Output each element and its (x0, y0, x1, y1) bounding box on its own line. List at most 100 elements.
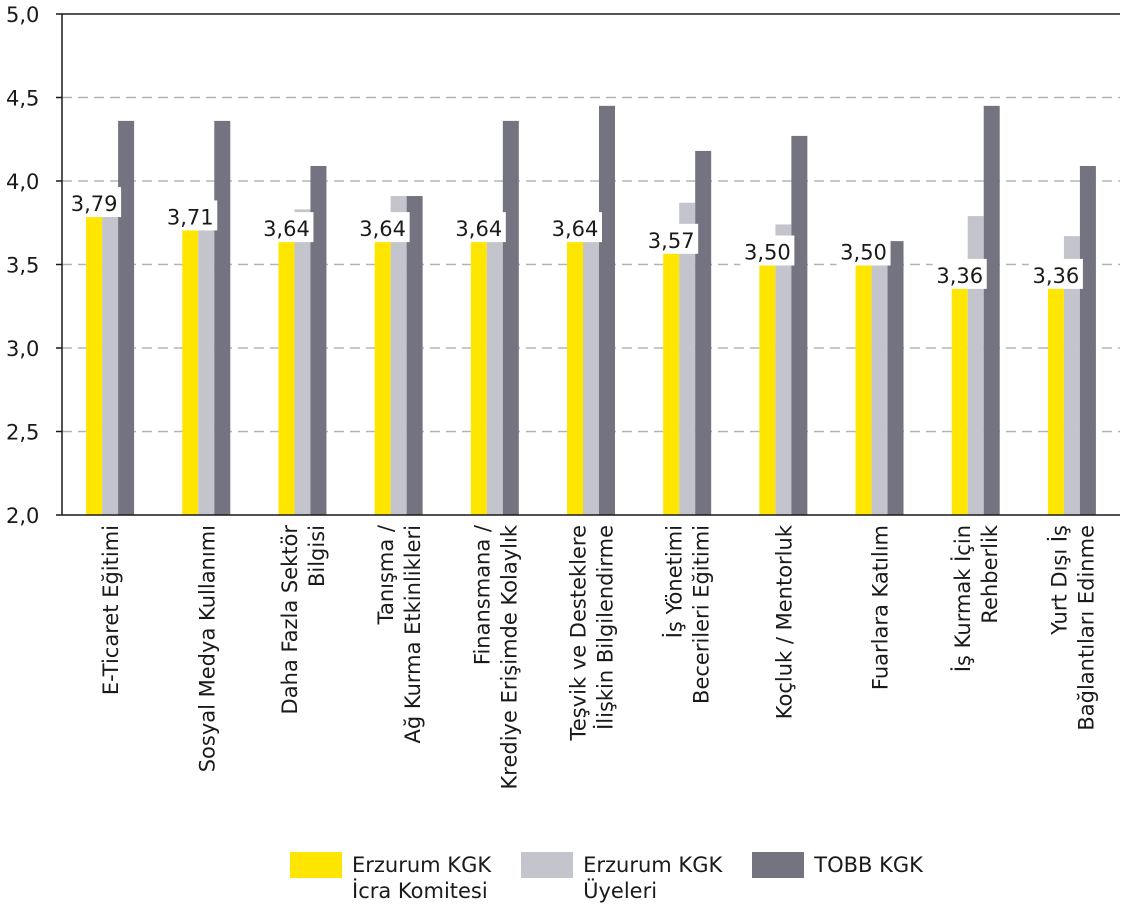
data-label: 3,50 (840, 241, 887, 265)
x-tick-line: Becerileri Eğitimi (690, 525, 714, 704)
data-label-bg (163, 200, 218, 231)
bar (679, 202, 696, 515)
bar-chart: 3,79 3,71 3,64 3,64 3,64 3,64 3,57 3,50 3,50 3,36… (6, 3, 1120, 789)
data-label-bg (740, 235, 795, 266)
bar (310, 165, 327, 515)
data-label-bg (644, 223, 699, 254)
x-tick-label: E-Ticaret Eğitimi (99, 525, 123, 695)
data-label: 3,64 (455, 217, 502, 241)
x-tick-line: Bilgisi (305, 525, 329, 587)
x-tick-line: E-Ticaret Eğitimi (99, 525, 123, 695)
x-tick-line: Teşvik ve Desteklere (567, 525, 591, 741)
legend-swatch-uyeleri (521, 852, 574, 878)
bar (294, 209, 311, 515)
x-tick-label: Sosyal Medya Kullanımı (195, 525, 219, 772)
bar (663, 252, 680, 515)
legend-label-uyeleri: Erzurum KGK Üyeleri (583, 853, 723, 903)
bar (214, 120, 231, 515)
x-tick-line: Ağ Kurma Etkinlikleri (401, 525, 425, 744)
bar (118, 120, 135, 515)
bar (983, 105, 1000, 515)
x-tick-line: Fuarlara Katılım (869, 525, 893, 690)
data-label: 3,36 (1033, 264, 1080, 288)
bar (759, 264, 776, 515)
bar (1063, 236, 1080, 516)
x-tick-labels: E-Ticaret Eğitimi Sosyal Medya Kullanımı D… (99, 524, 1098, 789)
data-label-bg (1028, 258, 1083, 289)
bar (583, 216, 599, 515)
data-label-bg (548, 212, 602, 243)
data-label: 3,57 (648, 229, 695, 253)
x-tick-line: Yurt Dışı İş (1046, 525, 1071, 636)
x-tick-label: Finansmana / Krediye Erişimde Kolaylık (470, 524, 521, 789)
data-label: 3,64 (359, 217, 406, 241)
bar (406, 196, 423, 515)
bar (775, 224, 792, 516)
x-tick-line: İş Yönetimi (662, 525, 687, 638)
data-label-bg (932, 258, 987, 289)
bar (182, 229, 199, 515)
x-tick-line: Daha Fazla Sektör (278, 525, 302, 715)
data-label-bg (836, 235, 891, 266)
data-label: 3,64 (552, 217, 599, 241)
bar (967, 216, 984, 515)
x-tick-label: İş Kurmak İçin Rehberlik (950, 524, 1002, 672)
data-label-bg (67, 187, 122, 218)
x-tick-line: Bağlantıları Edinme (1074, 525, 1098, 731)
bar (390, 196, 407, 515)
x-tick-label: Tanışma / Ağ Kurma Etkinlikleri (374, 524, 425, 743)
bar (599, 105, 615, 515)
y-tick-labels: 2,0 2,5 3,0 3,5 4,0 4,5 5,0 (6, 3, 39, 528)
y-tick-label: 2,0 (6, 504, 39, 528)
x-tick-line: Krediye Erişimde Kolaylık (497, 524, 521, 789)
bar (951, 287, 968, 515)
x-tick-line: Koçluk / Mentorluk (772, 524, 796, 719)
legend-swatch-icra (290, 852, 342, 878)
data-label: 3,79 (71, 192, 118, 216)
x-tick-line: İş Kurmak İçin (950, 525, 975, 672)
data-labels: 3,79 3,71 3,64 3,64 3,64 3,64 3,57 3,50 3,50 3,36… (67, 187, 1083, 289)
x-tick-label: İş Yönetimi Becerileri Eğitimi (662, 525, 714, 704)
bars (86, 105, 1096, 516)
legend-label-icra: Erzurum KGK İcra Komitesi (352, 853, 492, 903)
x-tick-label: Yurt Dışı İş Bağlantıları Edinme (1046, 525, 1098, 731)
legend-item-icra: Erzurum KGK İcra Komitesi (290, 852, 491, 904)
bar (1047, 287, 1064, 515)
x-tick-line: Rehberlik (978, 524, 1002, 623)
axes (56, 13, 1120, 516)
x-tick-label: Fuarlara Katılım (869, 525, 893, 690)
data-label-bg (355, 212, 410, 243)
legend-label-tobb: TOBB KGK (814, 853, 923, 877)
data-label: 3,36 (936, 264, 983, 288)
bar (486, 216, 503, 515)
bar (470, 241, 487, 515)
y-tick-label: 4,5 (6, 87, 39, 111)
x-tick-label: Koçluk / Mentorluk (772, 524, 796, 719)
bar (198, 209, 215, 515)
y-tick-label: 4,0 (6, 170, 39, 194)
y-tick-label: 2,5 (6, 421, 39, 445)
x-tick-line: Tanışma / (374, 524, 398, 625)
bar (102, 189, 119, 515)
y-tick-label: 3,5 (6, 254, 39, 278)
bar (855, 264, 872, 515)
bar (791, 135, 808, 515)
data-label: 3,64 (263, 217, 310, 241)
legend: Erzurum KGK İcra Komitesi Erzurum KGK Üy… (290, 852, 953, 904)
data-label: 3,50 (744, 241, 791, 265)
x-tick-label: Teşvik ve Desteklere İlişkin Bilgilendirm… (567, 525, 618, 741)
bar (695, 150, 712, 515)
x-tick-line: İlişkin Bilgilendirme (593, 525, 618, 730)
data-label-bg (451, 212, 506, 243)
bar (278, 241, 295, 515)
x-tick-line: Finansmana / (470, 524, 494, 665)
x-tick-line: Sosyal Medya Kullanımı (195, 525, 219, 772)
bar (86, 216, 103, 515)
data-label: 3,71 (167, 205, 214, 229)
y-tick-label: 3,0 (6, 337, 39, 361)
data-label-bg (259, 212, 314, 243)
legend-swatch-tobb (752, 852, 805, 878)
y-tick-label: 5,0 (6, 3, 39, 27)
legend-item-tobb: TOBB KGK (752, 852, 923, 904)
legend-item-uyeleri: Erzurum KGK Üyeleri (521, 852, 722, 904)
